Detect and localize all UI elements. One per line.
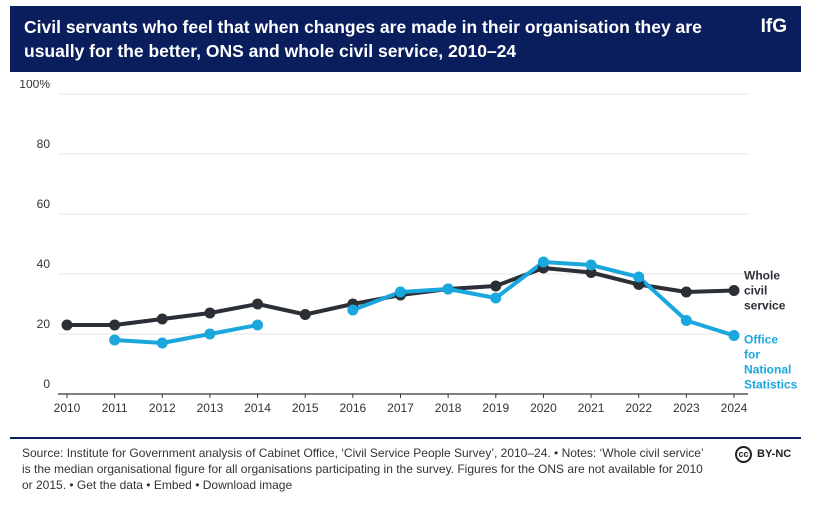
x-tick-label: 2015 (292, 401, 319, 415)
x-tick-label: 2014 (244, 401, 271, 415)
separator: • (143, 478, 154, 492)
get-data-link[interactable]: Get the data (77, 478, 143, 492)
data-point (681, 315, 692, 326)
x-tick-label: 2013 (197, 401, 224, 415)
separator: • (192, 478, 203, 492)
series-label: Office (744, 333, 778, 347)
data-point (681, 287, 692, 298)
data-point (252, 299, 263, 310)
ifg-logo: IfG (761, 16, 787, 38)
license-text: BY-NC (757, 448, 791, 460)
series-points (62, 257, 740, 349)
y-tick-label: 0 (43, 377, 50, 391)
series-label: for (744, 348, 760, 362)
x-tick-label: 2017 (387, 401, 414, 415)
creative-commons-icon: cc (735, 446, 752, 463)
x-tick-label: 2023 (673, 401, 700, 415)
series-label: service (744, 299, 786, 313)
data-point (300, 309, 311, 320)
data-point (633, 272, 644, 283)
data-point (538, 257, 549, 268)
series-label: Statistics (744, 378, 798, 392)
x-tick-label: 2011 (102, 401, 128, 415)
embed-link[interactable]: Embed (154, 478, 192, 492)
chart-footer: Source: Institute for Government analysi… (22, 445, 712, 493)
download-image-link[interactable]: Download image (203, 478, 292, 492)
gridlines (58, 94, 748, 394)
data-point (347, 305, 358, 316)
chart-header: Civil servants who feel that when change… (10, 6, 801, 72)
x-tick-label: 2020 (530, 401, 557, 415)
data-point (729, 330, 740, 341)
data-point (109, 335, 120, 346)
series-label: civil (744, 284, 767, 298)
x-tick-label: 2012 (149, 401, 176, 415)
license-badge: cc BY-NC (735, 443, 791, 465)
x-tick-label: 2022 (625, 401, 652, 415)
y-axis-ticks: 0 20 40 60 80 100% (19, 80, 50, 391)
data-point (157, 338, 168, 349)
data-point (252, 320, 263, 331)
data-point (443, 284, 454, 295)
x-tick-label: 2016 (340, 401, 367, 415)
y-tick-label: 100% (19, 80, 50, 91)
data-point (204, 329, 215, 340)
data-point (729, 285, 740, 296)
x-tick-label: 2024 (721, 401, 748, 415)
y-tick-label: 80 (37, 137, 51, 151)
footer-divider (10, 437, 801, 439)
x-tick-label: 2018 (435, 401, 462, 415)
y-tick-label: 60 (37, 197, 51, 211)
x-tick-label: 2010 (54, 401, 81, 415)
data-point (395, 287, 406, 298)
data-point (109, 320, 120, 331)
x-axis-ticks: 2010 2011 2012 2013 2014 2015 2016 2017 2018 2019… (54, 394, 748, 415)
y-tick-label: 40 (37, 257, 51, 271)
x-tick-label: 2019 (482, 401, 509, 415)
y-tick-label: 20 (37, 317, 51, 331)
x-tick-label: 2021 (578, 401, 605, 415)
chart-title: Civil servants who feel that when change… (24, 15, 724, 63)
series-label: Whole (744, 269, 780, 283)
series-label: National (744, 363, 791, 377)
data-point (586, 260, 597, 271)
data-point (490, 281, 501, 292)
data-point (157, 314, 168, 325)
data-point (490, 293, 501, 304)
data-point (62, 320, 73, 331)
data-point (204, 308, 215, 319)
